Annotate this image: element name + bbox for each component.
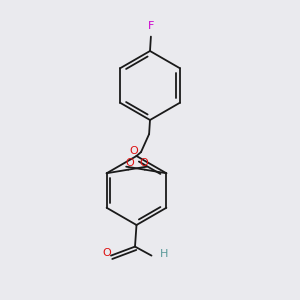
Text: O: O — [139, 158, 148, 168]
Text: F: F — [148, 21, 154, 31]
Text: O: O — [102, 248, 111, 258]
Text: H: H — [160, 249, 168, 259]
Text: O: O — [129, 146, 138, 156]
Text: O: O — [125, 158, 134, 168]
